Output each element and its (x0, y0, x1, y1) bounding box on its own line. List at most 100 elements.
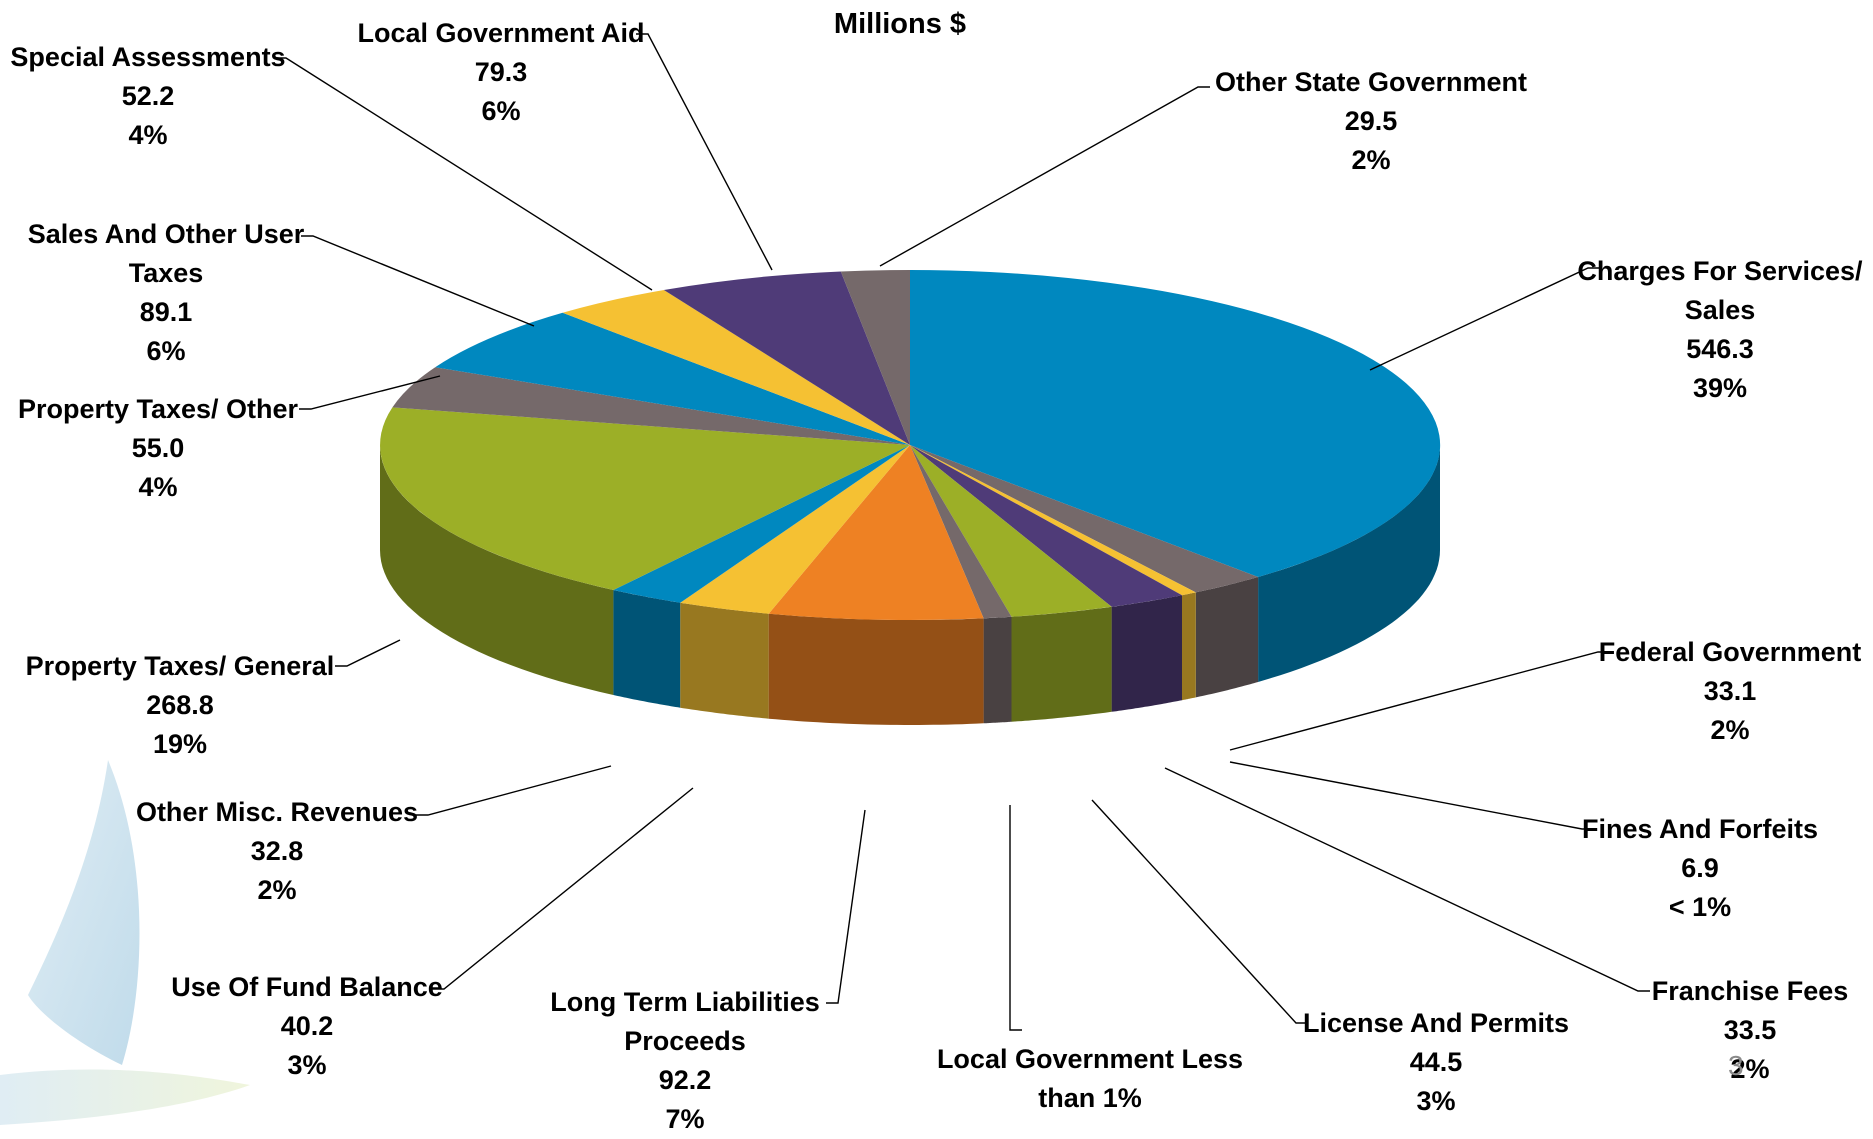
pie-slice (663, 271, 910, 445)
slice-label-line: Fines And Forfeits (1581, 814, 1818, 844)
page-number: 3 (1728, 1050, 1744, 1081)
slice-label-line: 3% (1416, 1086, 1456, 1116)
slice-label-line: Other State Government (1214, 67, 1528, 97)
slice-label-line: 6% (146, 336, 186, 366)
slice-label-line: than 1% (1038, 1083, 1142, 1113)
slice-label-line: 29.5 (1344, 106, 1398, 136)
slice-label: Franchise Fees 33.5 2% (1625, 972, 1873, 1089)
slice-label: License And Permits 44.5 3% (1276, 1004, 1596, 1121)
pie-slice (435, 312, 910, 445)
slice-label-line: Charges For Services/ (1577, 256, 1863, 286)
slice-label-line: 7% (665, 1104, 705, 1134)
pie-slice (910, 445, 1182, 607)
pie-slice (910, 445, 1012, 619)
slice-label-line: Sales And Other User (27, 219, 305, 249)
slice-label-line: 33.1 (1703, 676, 1757, 706)
slice-label-line: Property Taxes/ Other (17, 394, 299, 424)
pie-slice (380, 407, 910, 590)
slice-label: Other Misc. Revenues 32.8 2% (117, 793, 437, 910)
leader-line (1091, 799, 1308, 1024)
slice-label-line: 44.5 (1409, 1047, 1463, 1077)
leader-line (299, 375, 441, 410)
pie-slice-side (613, 590, 681, 708)
pie-slice (613, 445, 910, 603)
pie-slice (840, 270, 910, 445)
leader-line (1229, 651, 1610, 751)
slice-label: Charges For Services/Sales 546.3 39% (1570, 252, 1870, 408)
pie-slice (910, 445, 1259, 593)
leader-line (879, 86, 1210, 267)
slice-label-line: 79.3 (474, 57, 528, 87)
leader-lines (274, 33, 1650, 1031)
slice-label-line: 89.1 (139, 297, 193, 327)
slice-label-line: 2% (1351, 145, 1391, 175)
slice-label-line: 2% (1710, 715, 1750, 745)
pie-slice (910, 445, 1112, 617)
slice-label-line: 4% (138, 472, 178, 502)
slice-label: Property Taxes/ General 268.8 19% (0, 647, 360, 764)
pie-layer (380, 270, 1441, 725)
slice-label-line: Local Government Aid (357, 18, 645, 48)
slice-label-line: 6% (481, 96, 521, 126)
pie-slice-side (983, 616, 1012, 724)
slice-label: Property Taxes/ Other 55.0 4% (0, 390, 318, 507)
slice-label-line: 39% (1692, 373, 1748, 403)
pie-slice-side (1195, 577, 1259, 698)
leader-line (1229, 761, 1594, 830)
slice-label-line: Proceeds (624, 1026, 746, 1056)
slice-label-line: 40.2 (280, 1011, 334, 1041)
slice-label-line: 55.0 (131, 433, 185, 463)
slice-label: Special Assessments 52.2 4% (0, 38, 298, 155)
slice-label-line: 32.8 (250, 836, 304, 866)
slice-label-line: Long Term Liabilities (550, 987, 820, 1017)
slice-label-line: Franchise Fees (1651, 976, 1849, 1006)
leader-line (636, 33, 773, 271)
slice-label: Fines And Forfeits 6.9 < 1% (1550, 810, 1850, 927)
pie-slice-side (768, 613, 984, 725)
slice-label-line: License And Permits (1302, 1008, 1570, 1038)
leader-line (1009, 805, 1022, 1031)
slice-label-line: 52.2 (121, 81, 175, 111)
pie-slice-side (380, 445, 614, 695)
pie-slice (910, 445, 1196, 596)
pie-slice (680, 445, 910, 614)
slice-label: Long Term Liabilities Proceeds 92.2 7% (520, 983, 850, 1139)
leader-line (826, 809, 866, 1004)
slice-label-line: 268.8 (146, 690, 214, 720)
slice-label-line: 3% (287, 1050, 327, 1080)
slice-label-line: Property Taxes/ General (25, 651, 335, 681)
slice-label: Federal Government 33.1 2% (1580, 633, 1873, 750)
slice-label-line: Federal Government (1598, 637, 1862, 667)
leader-line (1369, 267, 1600, 371)
slice-label-line: 2% (1730, 1054, 1770, 1084)
leader-line (301, 235, 535, 327)
slice-label-line: 6.9 (1681, 853, 1719, 883)
slice-label-line: Special Assessments (10, 42, 286, 72)
slice-label-line: Sales (1684, 295, 1756, 325)
leader-line (416, 765, 612, 816)
chart-title: Millions $ (833, 8, 967, 40)
slice-label-line: < 1% (1668, 892, 1732, 922)
pie-slice (562, 290, 910, 445)
slice-label: Local Government Aid 79.3 6% (346, 14, 656, 131)
slice-label-line: 33.5 (1723, 1015, 1777, 1045)
slice-label-line: Taxes (128, 258, 204, 288)
slice-label: Local Government Less than 1% (910, 1040, 1270, 1118)
slice-label-line: 546.3 (1686, 334, 1754, 364)
leader-line (1164, 767, 1650, 992)
pie-slice-side (1011, 606, 1112, 722)
leader-line (335, 639, 401, 667)
slice-label: Other State Government 29.5 2% (1201, 63, 1541, 180)
pie-slice (768, 445, 984, 621)
pie-slice (910, 270, 1441, 577)
leader-line (274, 57, 653, 291)
slice-label-line: Other Misc. Revenues (135, 797, 419, 827)
slice-label: Use Of Fund Balance 40.2 3% (142, 968, 472, 1085)
slice-label-line: 19% (152, 729, 208, 759)
slice-label-line: 92.2 (658, 1065, 712, 1095)
slice-label-line: 4% (128, 120, 168, 150)
pie-slice-side (1111, 595, 1182, 712)
pie-slice-side (680, 602, 769, 719)
pie-slice-side (1258, 445, 1440, 682)
